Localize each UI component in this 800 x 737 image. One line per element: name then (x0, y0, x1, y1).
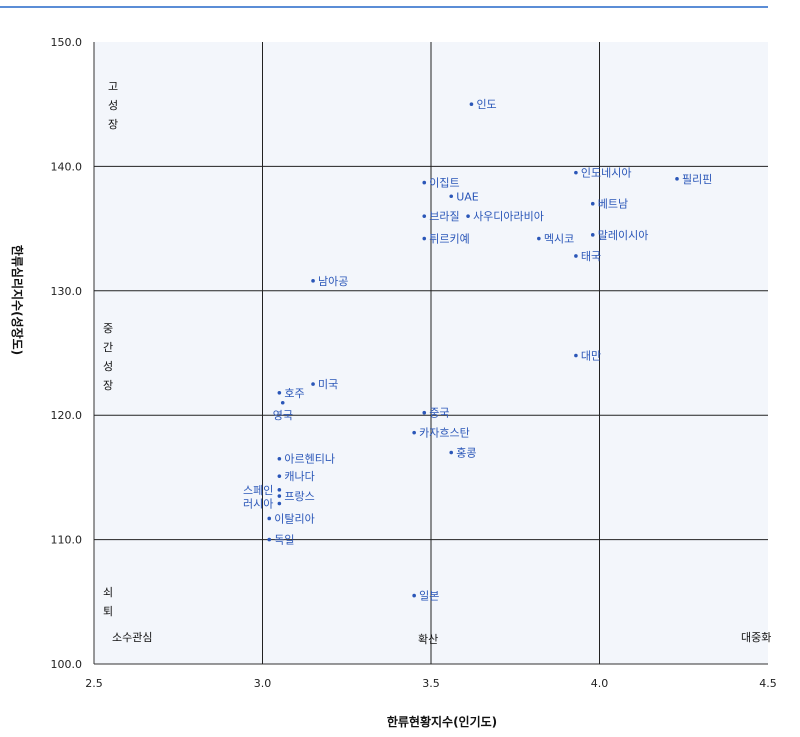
point-label: 일본 (419, 589, 439, 603)
point-label: 홍콩 (456, 446, 476, 460)
region-label-spread: 확산 (418, 633, 438, 646)
point-label: 브라질 (429, 210, 459, 223)
point-label: 대만 (581, 349, 601, 362)
y-tick-label: 130.0 (51, 285, 83, 298)
x-tick-label: 4.0 (591, 677, 609, 690)
point-label: 프랑스 (284, 490, 314, 503)
data-point (590, 201, 595, 206)
y-tick-label: 140.0 (51, 160, 83, 173)
y-axis-title: 한류심리지수(성장도) (10, 245, 25, 355)
point-label: 이탈리아 (274, 512, 314, 525)
y-tick-label: 110.0 (51, 534, 83, 547)
data-point (466, 214, 470, 218)
data-point (277, 488, 282, 492)
data-point (574, 254, 578, 258)
data-point (574, 353, 578, 358)
point-label: 필리핀 (682, 173, 712, 186)
y-tick-labels: 100.0 110.0 120.0 130.0 140.0 150.0 (51, 36, 83, 671)
data-point (422, 180, 427, 185)
point-label: 캐나다 (284, 470, 314, 483)
data-point (412, 430, 416, 435)
y-tick-label: 150.0 (51, 36, 83, 49)
data-point (267, 516, 272, 521)
data-point (277, 391, 282, 395)
x-tick-labels: 2.5 3.0 3.5 4.0 4.5 (85, 677, 777, 690)
grid-lines (93, 42, 768, 665)
point-label: 인도 (476, 98, 496, 111)
data-point (277, 494, 282, 498)
point-label: 튀르키예 (429, 233, 469, 246)
data-point (449, 450, 454, 455)
x-tick-label: 2.5 (85, 677, 103, 690)
point-label: 말레이시아 (598, 229, 649, 242)
x-tick-label: 4.5 (759, 677, 777, 690)
point-label: 카자흐스탄 (419, 427, 470, 440)
point-label: 아르헨티나 (284, 453, 335, 466)
point-label: 사우디아라비아 (473, 210, 544, 223)
point-label: 인도네시아 (581, 167, 632, 180)
data-point (277, 474, 282, 478)
data-point (574, 170, 578, 175)
data-point (412, 593, 416, 598)
point-label: 베트남 (598, 198, 628, 211)
point-label: 남아공 (318, 275, 348, 288)
region-label-popularization: 대중화 (741, 631, 771, 644)
region-label-minor-interest: 소수관심 (112, 631, 152, 644)
data-point (280, 400, 285, 405)
top-accent-line (0, 6, 768, 8)
point-label: 스페인 (243, 484, 273, 497)
point-label: UAE (456, 190, 479, 203)
point-label: 이집트 (429, 177, 459, 190)
data-point (311, 279, 315, 283)
point-label: 멕시코 (544, 233, 574, 246)
x-tick-label: 3.0 (254, 677, 272, 690)
point-label: 태국 (581, 250, 601, 263)
data-point (422, 236, 427, 241)
data-point (267, 537, 272, 542)
x-axis-title: 한류현황지수(인기도) (387, 714, 497, 729)
y-tick-label: 100.0 (51, 658, 83, 671)
data-point (469, 102, 474, 106)
point-label: 미국 (318, 378, 338, 391)
data-point (422, 214, 427, 218)
data-point (590, 233, 595, 237)
x-tick-label: 3.5 (422, 677, 440, 690)
point-label: 러시아 (243, 498, 273, 511)
point-label: 호주 (284, 387, 304, 400)
point-label: 중국 (429, 407, 449, 420)
data-point (449, 194, 454, 199)
point-label: 독일 (274, 533, 294, 547)
point-label: 영국 (273, 409, 293, 422)
data-point (311, 382, 315, 386)
data-point (675, 177, 679, 181)
data-point (537, 236, 541, 241)
data-point (422, 410, 427, 415)
y-tick-label: 120.0 (51, 409, 83, 422)
data-point (277, 456, 282, 461)
data-point (277, 501, 282, 506)
